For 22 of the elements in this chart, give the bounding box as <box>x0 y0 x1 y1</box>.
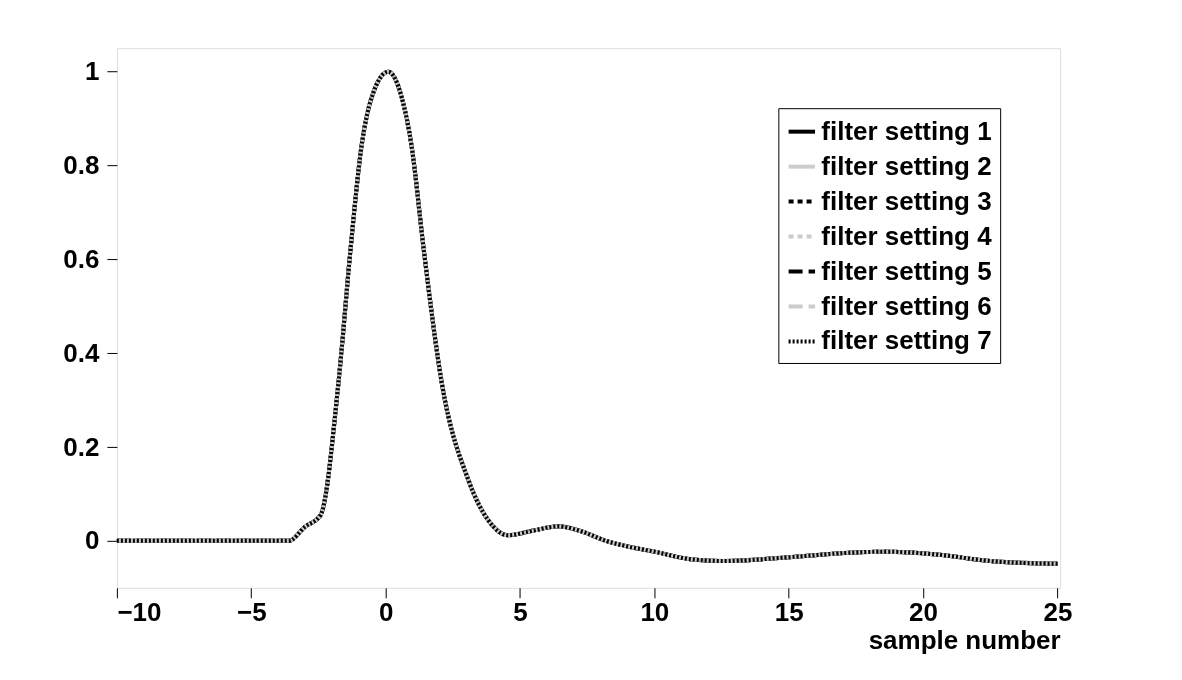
x-axis-title: sample number <box>868 625 1061 656</box>
x-tick-label: 10 <box>640 597 670 628</box>
legend-label: filter setting 1 <box>821 115 992 146</box>
y-tick-label: 0.4 <box>63 337 100 368</box>
x-tick-label: −5 <box>236 597 267 628</box>
y-tick-label: 0.2 <box>63 431 100 462</box>
legend-label: filter setting 3 <box>821 185 992 216</box>
y-tick-label: 1 <box>84 56 100 87</box>
x-tick-label: 20 <box>909 597 938 628</box>
legend-label: filter setting 2 <box>821 150 992 181</box>
x-tick-label: −10 <box>117 597 162 628</box>
y-tick-label: 0.8 <box>63 150 100 181</box>
legend-label: filter setting 7 <box>821 325 992 356</box>
legend-label: filter setting 5 <box>821 255 992 286</box>
x-tick-label: 5 <box>513 597 528 628</box>
y-tick-label: 0 <box>84 525 100 556</box>
legend-label: filter setting 4 <box>821 220 993 251</box>
legend-label: filter setting 6 <box>821 290 992 321</box>
x-tick-label: 25 <box>1043 597 1073 628</box>
y-tick-label: 0.6 <box>63 243 100 274</box>
x-tick-label: 0 <box>378 597 394 628</box>
x-tick-label: 15 <box>774 597 804 628</box>
